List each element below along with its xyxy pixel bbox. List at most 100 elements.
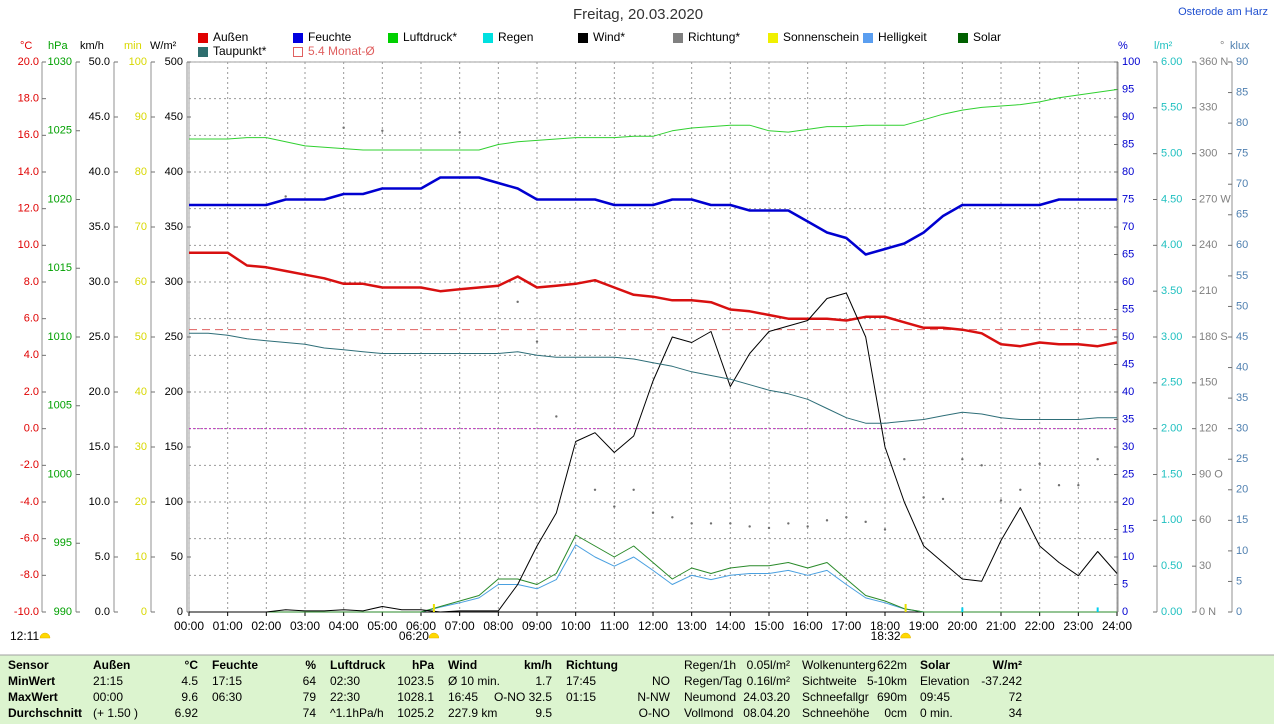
axis-tick-label: -4.0 [20,496,39,508]
axis-tick-label: 18.0 [18,93,39,105]
direction-dot [690,522,693,525]
legend-label: Richtung* [688,30,740,44]
stats-cell: km/h [524,658,552,672]
legend-label: Feuchte [308,30,352,44]
stats-cell: Solar [920,658,950,672]
axis-tick-label: 1020 [48,193,72,205]
x-tick-label: 04:00 [329,619,359,633]
direction-dot [941,497,945,501]
axis-tick-label: 20.0 [18,56,39,68]
direction-dot [845,516,848,519]
stats-cell: 74 [303,706,317,720]
axis-tick-label: 200 [165,386,183,398]
stats-cell: 79 [303,690,317,704]
axis-tick-label: 14.0 [18,166,39,178]
axis-tick-label: 120 [1199,423,1217,435]
x-tick-label: 19:00 [909,619,939,633]
axis-unit: min [124,40,142,52]
legend-swatch [198,47,208,57]
direction-dot [729,522,732,525]
axis-tick-label: 15.0 [89,441,110,453]
axis-tick-label: 995 [54,537,72,549]
x-tick-label: 18:00 [870,619,900,633]
axis-tick-label: 6.00 [1161,56,1182,68]
axis-tick-label: 75 [1122,193,1134,205]
axis-tick-label: 70 [1122,221,1134,233]
stats-cell: 1025.2 [397,706,434,720]
axis-tick-label: 1030 [48,56,72,68]
axis-tick-label: 5.50 [1161,102,1182,114]
axis-tick-label: 16.0 [18,129,39,141]
stats-cell: MinWert [8,674,55,688]
stats-cell: Wind [448,658,477,672]
stats-cell: -37.242 [981,674,1022,688]
direction-dot [903,458,906,461]
x-tick-label: 03:00 [290,619,320,633]
legend-label: Regen [498,30,533,44]
x-tick-label: 20:00 [947,619,977,633]
axis-tick-label: 1005 [48,400,72,412]
axis-tick-label: 30.0 [89,276,110,288]
x-tick-label: 21:00 [986,619,1016,633]
axis-tick-label: 4.50 [1161,193,1182,205]
legend-swatch [863,33,873,43]
series-line [189,292,1118,613]
axis-tick-label: 300 [1199,148,1217,160]
axis-tick-label: 55 [1236,270,1248,282]
axis-tick-label: 0 [1236,606,1242,618]
axis-unit: hPa [48,40,68,52]
direction-dot [555,415,558,418]
axis-tick-label: 250 [165,331,183,343]
stats-cell: 17:45 [566,674,596,688]
axis-tick-label: 1015 [48,262,72,274]
axis-tick-label: 8.0 [24,276,39,288]
rain-bar [961,607,964,612]
axis-tick-label: 10 [1122,551,1134,563]
stats-cell: Neumond [684,690,736,704]
axis-tick-label: -6.0 [20,533,39,545]
legend-label: Sonnenschein [783,30,859,44]
stats-cell: 72 [1009,690,1023,704]
axis-unit: km/h [80,40,104,52]
axis-tick-label: 12.0 [18,203,39,215]
direction-dot [864,520,867,524]
stats-cell: 1028.1 [397,690,434,704]
location: Osterode am Harz [1178,6,1268,18]
stats-cell: MaxWert [8,690,58,704]
axis-unit: ° [1220,40,1224,52]
direction-dot [787,522,790,525]
direction-dot [922,496,925,499]
axis-tick-label: 100 [129,56,147,68]
stats-cell: 690m [877,690,907,704]
x-tick-label: 17:00 [831,619,861,633]
direction-dot [748,525,751,528]
x-tick-label: 13:00 [677,619,707,633]
axis-tick-label: 10.0 [89,496,110,508]
stats-cell: 09:45 [920,690,950,704]
axis-unit: W/m² [150,40,177,52]
stats-cell: Schneefallgr [802,690,869,704]
axis-tick-label: 45 [1122,358,1134,370]
legend-label: Luftdruck* [403,30,457,44]
axis-tick-label: 20 [1236,484,1248,496]
x-tick-label: 00:00 [174,619,204,633]
stats-cell: Richtung [566,658,618,672]
axis-tick-label: 90 [135,111,147,123]
sun-icon [428,632,440,639]
axis-tick-label: 25 [1122,468,1134,480]
axis-tick-label: 5.0 [95,551,110,563]
stats-cell: 00:00 [93,690,123,704]
stats-cell: Sensor [8,658,49,672]
axis-unit: % [1118,40,1128,52]
stats-cell: 1.7 [535,674,552,688]
axis-tick-label: 60 [135,276,147,288]
axis-tick-label: 50 [135,331,147,343]
axis-tick-label: 60 [1199,514,1211,526]
axis-tick-label: 80 [1122,166,1134,178]
direction-dot [632,488,635,491]
stats-cell: Vollmond [684,706,733,720]
stats-cell: 5-10km [867,674,907,688]
stats-cell: 1023.5 [397,674,434,688]
direction-dot [1077,483,1080,487]
